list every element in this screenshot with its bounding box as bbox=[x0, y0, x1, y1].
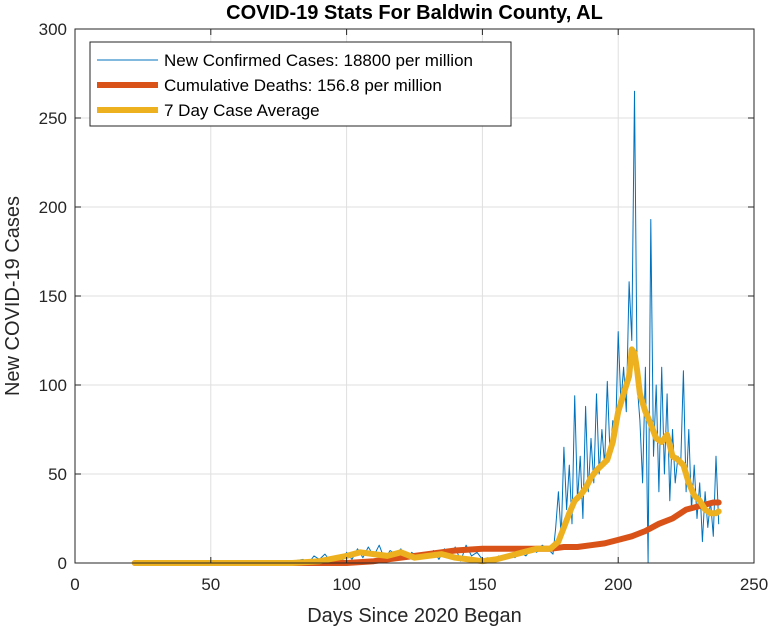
y-tick-label: 50 bbox=[48, 465, 67, 484]
legend-entry-label: New Confirmed Cases: 18800 per million bbox=[164, 51, 473, 70]
series-line-3 bbox=[131, 346, 722, 566]
y-tick-label: 300 bbox=[39, 20, 67, 39]
y-tick-label: 0 bbox=[58, 554, 67, 573]
legend: New Confirmed Cases: 18800 per million Cu… bbox=[89, 41, 512, 127]
y-axis-label: New COVID-19 Cases bbox=[2, 196, 24, 396]
series-line-1 bbox=[134, 90, 720, 564]
chart-title: COVID-19 Stats For Baldwin County, AL bbox=[226, 2, 603, 24]
x-tick-label: 250 bbox=[740, 575, 768, 594]
x-tick-label: 150 bbox=[468, 575, 496, 594]
y-tick-label: 150 bbox=[39, 287, 67, 306]
legend-entry-label: Cumulative Deaths: 156.8 per million bbox=[164, 76, 442, 95]
legend-box bbox=[89, 41, 512, 127]
x-tick-label: 0 bbox=[70, 575, 79, 594]
x-axis-label: Days Since 2020 Began bbox=[307, 605, 522, 627]
x-tick-label: 200 bbox=[604, 575, 632, 594]
x-tick-label: 100 bbox=[332, 575, 360, 594]
legend-entry-label: 7 Day Case Average bbox=[164, 101, 320, 120]
x-tick-label: 50 bbox=[201, 575, 220, 594]
series-line-2 bbox=[131, 499, 722, 566]
ticks: 0 50 100 150 200 250 0 50 100 150 200 250 300 bbox=[39, 20, 769, 594]
y-tick-label: 200 bbox=[39, 198, 67, 217]
y-tick-label: 250 bbox=[39, 109, 67, 128]
y-tick-label: 100 bbox=[39, 376, 67, 395]
series-layer bbox=[131, 90, 722, 566]
